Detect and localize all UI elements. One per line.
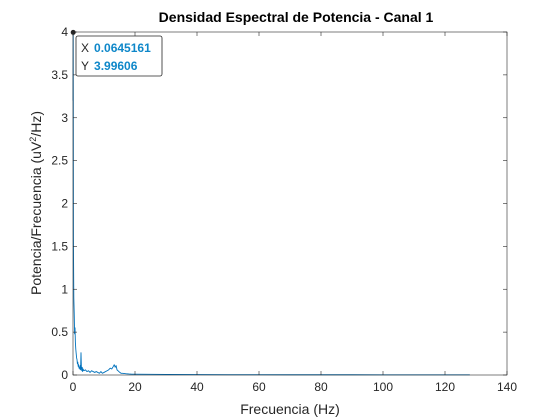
x-tick-label: 60: [252, 380, 266, 394]
datatip-marker[interactable]: [70, 29, 76, 35]
y-tick-label: 3.5: [51, 68, 68, 82]
datatip-x-value: 0.0645161: [94, 41, 151, 55]
series-layer: [72, 31, 470, 376]
x-tick-label: 140: [497, 380, 517, 394]
x-tick-label: 80: [314, 380, 328, 394]
plot-area: [72, 31, 508, 376]
y-tick-label: 0.5: [51, 325, 68, 339]
y-axis-label-tail: /Hz): [28, 111, 44, 137]
y-axis-ticks: 0 0.5 1 1.5 2 2.5 3 3.5 4: [51, 25, 507, 382]
chart-title: Densidad Espectral de Potencia - Canal 1: [159, 9, 434, 25]
x-tick-label: 120: [435, 380, 455, 394]
y-tick-label: 2.5: [51, 154, 68, 168]
datatip-y-label: Y: [81, 59, 89, 73]
x-tick-label: 100: [373, 380, 393, 394]
datatip-x-row: X 0.0645161: [81, 41, 151, 55]
y-tick-label: 1.5: [51, 239, 68, 253]
datatip-x-label: X: [81, 41, 89, 55]
y-axis-label-sup: 2: [28, 137, 38, 142]
datatip-box[interactable]: [75, 35, 163, 77]
plot-background: [73, 32, 507, 375]
y-tick-label: 2: [61, 197, 68, 211]
y-tick-label: 0: [61, 368, 68, 382]
datatip-y-row: Y 3.99606: [81, 59, 138, 73]
datatip-y-value: 3.99606: [94, 59, 138, 73]
x-tick-label: 40: [190, 380, 204, 394]
y-axis-label-main: Potencia/Frecuencia (uV: [28, 141, 44, 295]
datatip[interactable]: X 0.0645161 Y 3.99606: [70, 29, 163, 77]
y-tick-label: 4: [61, 25, 68, 39]
x-tick-label: 20: [128, 380, 142, 394]
x-axis-ticks: 0 20 40 60 80 100 120 140: [70, 32, 517, 394]
x-axis-label: Frecuencia (Hz): [240, 401, 340, 417]
y-tick-label: 3: [61, 111, 68, 125]
series-line-0: [72, 31, 470, 376]
y-axis-label: Potencia/Frecuencia (uV2/Hz): [28, 111, 44, 295]
x-tick-label: 0: [70, 380, 77, 394]
y-tick-label: 1: [61, 282, 68, 296]
